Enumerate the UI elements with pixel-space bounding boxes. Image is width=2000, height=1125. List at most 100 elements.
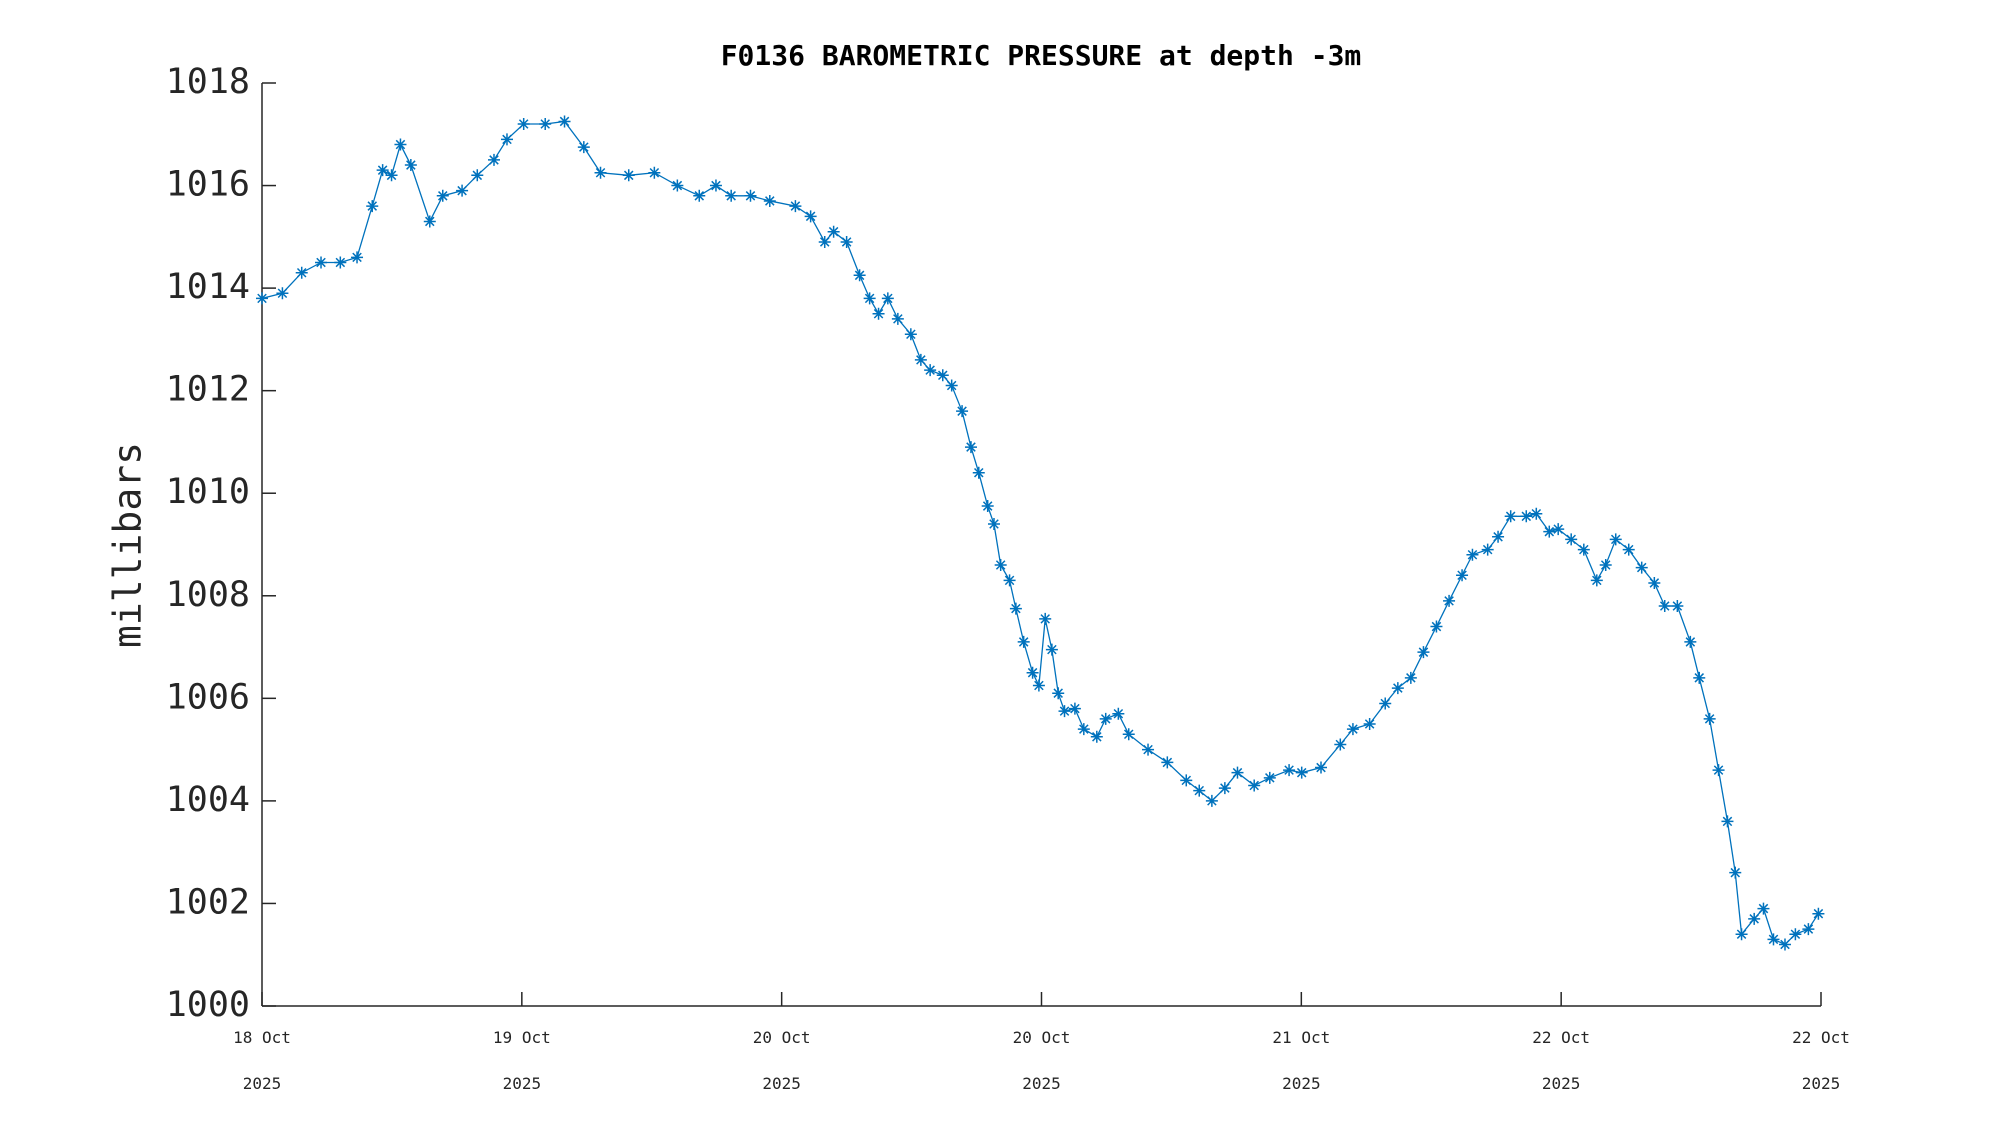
data-point [987,517,1000,530]
data-point [1767,933,1780,946]
data-point [1263,771,1276,784]
data-point [1180,774,1193,787]
data-point [456,184,469,197]
x-tick-label: 21 Oct 2025 [1272,1028,1330,1093]
data-point [1417,646,1430,659]
data-point [1161,756,1174,769]
data-point [1543,525,1556,538]
data-point [924,364,937,377]
data-point [904,328,917,341]
data-point [622,169,635,182]
data-point [1635,561,1648,574]
data-point [404,159,417,172]
data-point [1142,743,1155,756]
data-point [1112,707,1125,720]
data-point [994,559,1007,572]
data-point [517,118,530,131]
data-point [334,256,347,269]
data-point [1721,815,1734,828]
data-point [1577,543,1590,556]
data-point [1693,671,1706,684]
data-point [1802,923,1815,936]
data-point [981,500,994,513]
data-point [1017,635,1030,648]
data-point [1703,712,1716,725]
data-point [1045,643,1058,656]
data-point [840,235,853,248]
data-point [1466,548,1479,561]
series-line [261,120,1819,946]
chart-title: F0136 BAROMETRIC PRESSURE at depth -3m [721,39,1362,72]
data-point [1658,600,1671,613]
data-point [315,256,328,269]
data-point [853,269,866,282]
data-point [804,210,817,223]
data-point [1391,682,1404,695]
data-point [376,164,389,177]
y-tick-label: 1004 [166,780,250,820]
data-point [1565,533,1578,546]
data-point [1456,569,1469,582]
data-point [1122,728,1135,741]
data-point [471,169,484,182]
data-point [725,189,738,202]
data-point [1648,576,1661,589]
x-tick-label: 18 Oct 2025 [233,1028,291,1093]
data-point [1609,533,1622,546]
data-point [1346,723,1359,736]
data-point [1077,723,1090,736]
data-point [1504,510,1517,523]
data-point [709,179,722,192]
data-point [1026,666,1039,679]
data-point [1003,574,1016,587]
data-point [1068,702,1081,715]
data-point [818,235,831,248]
x-tick-label: 22 Oct 2025 [1532,1028,1590,1093]
data-point [1099,712,1112,725]
data-point [1599,559,1612,572]
data-point [872,307,885,320]
data-point [1248,779,1261,792]
data-point [295,266,308,279]
data-point [1430,620,1443,633]
data-point [1812,907,1825,920]
y-tick-label: 1016 [166,165,250,205]
data-point [744,189,757,202]
data-point [539,118,552,131]
data-point [1492,530,1505,543]
data-point [1039,612,1052,625]
data-point [891,312,904,325]
y-tick-label: 1010 [166,472,250,512]
data-point [1481,543,1494,556]
data-point [594,166,607,179]
data-point [1032,679,1045,692]
x-tick-label: 20 Oct 2025 [1013,1028,1071,1093]
data-point [1231,766,1244,779]
data-point [1789,928,1802,941]
data-point [1295,766,1308,779]
data-point [863,292,876,305]
data-point [1729,866,1742,879]
data-point [276,287,289,300]
data-point [1379,697,1392,710]
data-point [827,225,840,238]
y-tick-label: 1012 [166,370,250,410]
y-tick-label: 1018 [166,62,250,102]
data-point [1590,574,1603,587]
data-point [256,292,268,305]
data-point [1363,717,1376,730]
data-point [1712,764,1725,777]
data-point [671,179,684,192]
y-tick-label: 1002 [166,882,250,922]
data-point [1218,782,1231,795]
data-point [500,133,513,146]
data-point [1193,784,1206,797]
y-tick-label: 1006 [166,677,250,717]
data-point [945,379,958,392]
data-point [1334,738,1347,751]
data-point [394,138,407,151]
data-point [1552,523,1565,536]
data-point [763,194,776,207]
